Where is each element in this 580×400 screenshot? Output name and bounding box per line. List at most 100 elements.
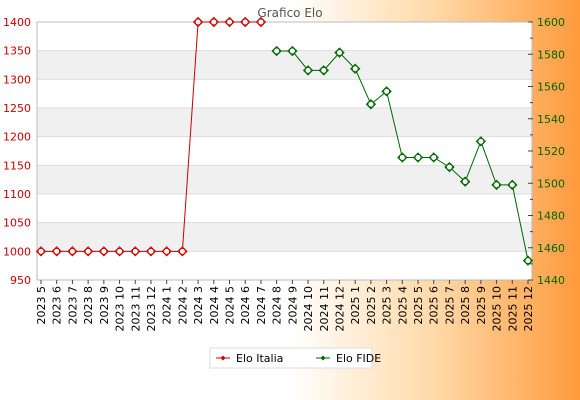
x-tick-label: 2025 8 (459, 286, 472, 325)
series-point-ring-0 (163, 247, 171, 255)
series-point-ring-0 (194, 18, 202, 26)
series-point-ring-1 (367, 100, 375, 108)
series-point-ring-1 (320, 66, 328, 74)
x-tick-label: 2024 6 (239, 286, 252, 325)
x-tick-label: 2023 12 (145, 286, 158, 332)
x-tick-label: 2024 1 (161, 286, 174, 325)
x-tick-label: 2024 10 (302, 286, 315, 332)
x-tick-label: 2023 7 (66, 286, 79, 325)
x-tick-label: 2025 11 (506, 286, 519, 332)
x-tick-label: 2023 9 (98, 286, 111, 325)
series-point-ring-0 (84, 247, 92, 255)
grid-band (37, 165, 532, 194)
grid-band (37, 108, 532, 137)
y-axis-right: 1440 1460 1480 1500 1520 1540 1560 1580 1600 (528, 16, 565, 287)
y-right-tick-label: 1500 (537, 177, 565, 190)
series-point-ring-1 (335, 49, 343, 57)
y-left-tick-label: 1350 (3, 45, 31, 58)
x-tick-label: 2025 2 (365, 286, 378, 325)
y-left-tick-label: 1050 (3, 217, 31, 230)
plot-background (37, 22, 532, 280)
x-tick-label: 2024 2 (176, 286, 189, 325)
legend-swatch-marker (320, 355, 326, 361)
series-point-ring-1 (351, 65, 359, 73)
y-right-tick-label: 1560 (537, 81, 565, 94)
y-left-tick-label: 1300 (3, 73, 31, 86)
y-right-tick-label: 1480 (537, 210, 565, 223)
grid-band (37, 50, 532, 80)
x-tick-label: 2023 6 (51, 286, 64, 325)
series-point-ring-0 (210, 18, 218, 26)
x-tick-label: 2024 5 (224, 286, 237, 325)
x-axis: 2023 5 2023 6 2023 7 2023 8 2023 9 2023 10 202… (35, 280, 535, 332)
x-tick-label: 2024 8 (271, 286, 284, 325)
series-point-ring-0 (53, 247, 61, 255)
x-tick-label: 2024 4 (208, 286, 221, 325)
legend-label: Elo Italia (236, 352, 283, 365)
y-axis-left: 950 1000 1050 1100 1150 1200 1250 1300 1350 1400 (3, 16, 31, 287)
series-point-ring-1 (273, 47, 281, 55)
y-right-tick-label: 1520 (537, 145, 565, 158)
chart-title: Grafico Elo (257, 6, 322, 20)
series-point-ring-0 (37, 247, 45, 255)
x-tick-label: 2025 9 (475, 286, 488, 325)
x-tick-label: 2025 5 (412, 286, 425, 325)
legend: Elo Italia Elo FIDE (209, 347, 381, 369)
series-point-ring-1 (493, 181, 501, 189)
x-tick-label: 2024 12 (333, 286, 346, 332)
series-point-ring-0 (241, 18, 249, 26)
y-left-tick-label: 1000 (3, 245, 31, 258)
series-point-ring-0 (147, 247, 155, 255)
x-tick-label: 2025 3 (381, 286, 394, 325)
x-tick-label: 2025 6 (428, 286, 441, 325)
legend-box (209, 347, 373, 369)
x-tick-label: 2025 12 (522, 286, 535, 332)
x-tick-label: 2025 1 (349, 286, 362, 325)
legend-swatch-marker (220, 355, 226, 361)
series-point-ring-0 (257, 18, 265, 26)
series-point-ring-1 (524, 257, 532, 265)
legend-label: Elo FIDE (336, 352, 381, 365)
y-right-tick-label: 1600 (537, 16, 565, 29)
series-point-ring-1 (477, 137, 485, 145)
series-point-ring-0 (178, 247, 186, 255)
x-tick-label: 2024 11 (318, 286, 331, 332)
x-tick-label: 2025 7 (443, 286, 456, 325)
x-tick-label: 2025 4 (396, 286, 409, 325)
y-left-tick-label: 1200 (3, 131, 31, 144)
x-tick-label: 2023 11 (129, 286, 142, 332)
x-tick-label: 2025 10 (491, 286, 504, 332)
y-left-tick-label: 1100 (3, 188, 31, 201)
y-right-tick-label: 1460 (537, 242, 565, 255)
x-tick-label: 2023 8 (82, 286, 95, 325)
y-right-tick-label: 1540 (537, 113, 565, 126)
series-point-ring-1 (304, 66, 312, 74)
series-point-ring-0 (68, 247, 76, 255)
series-point-ring-0 (100, 247, 108, 255)
series-point-ring-0 (131, 247, 139, 255)
series-point-ring-1 (288, 47, 296, 55)
series-point-ring-1 (414, 153, 422, 161)
series-point-ring-0 (116, 247, 124, 255)
y-left-tick-label: 950 (10, 274, 31, 287)
series-point-ring-1 (430, 153, 438, 161)
series-points (35, 16, 534, 266)
y-right-tick-label: 1580 (537, 48, 565, 61)
y-left-tick-label: 1150 (3, 159, 31, 172)
series-point-ring-1 (508, 181, 516, 189)
y-left-tick-label: 1400 (3, 16, 31, 29)
x-tick-label: 2024 3 (192, 286, 205, 325)
x-tick-label: 2024 7 (255, 286, 268, 325)
y-right-tick-label: 1440 (537, 274, 565, 287)
x-tick-label: 2023 10 (114, 286, 127, 332)
grid-band (37, 222, 532, 252)
series-point-ring-1 (461, 178, 469, 186)
x-tick-label: 2024 9 (286, 286, 299, 325)
series-point-ring-1 (445, 163, 453, 171)
x-tick-label: 2023 5 (35, 286, 48, 325)
series-point-ring-1 (398, 153, 406, 161)
series-point-ring-0 (226, 18, 234, 26)
series-point-ring-1 (383, 87, 391, 95)
